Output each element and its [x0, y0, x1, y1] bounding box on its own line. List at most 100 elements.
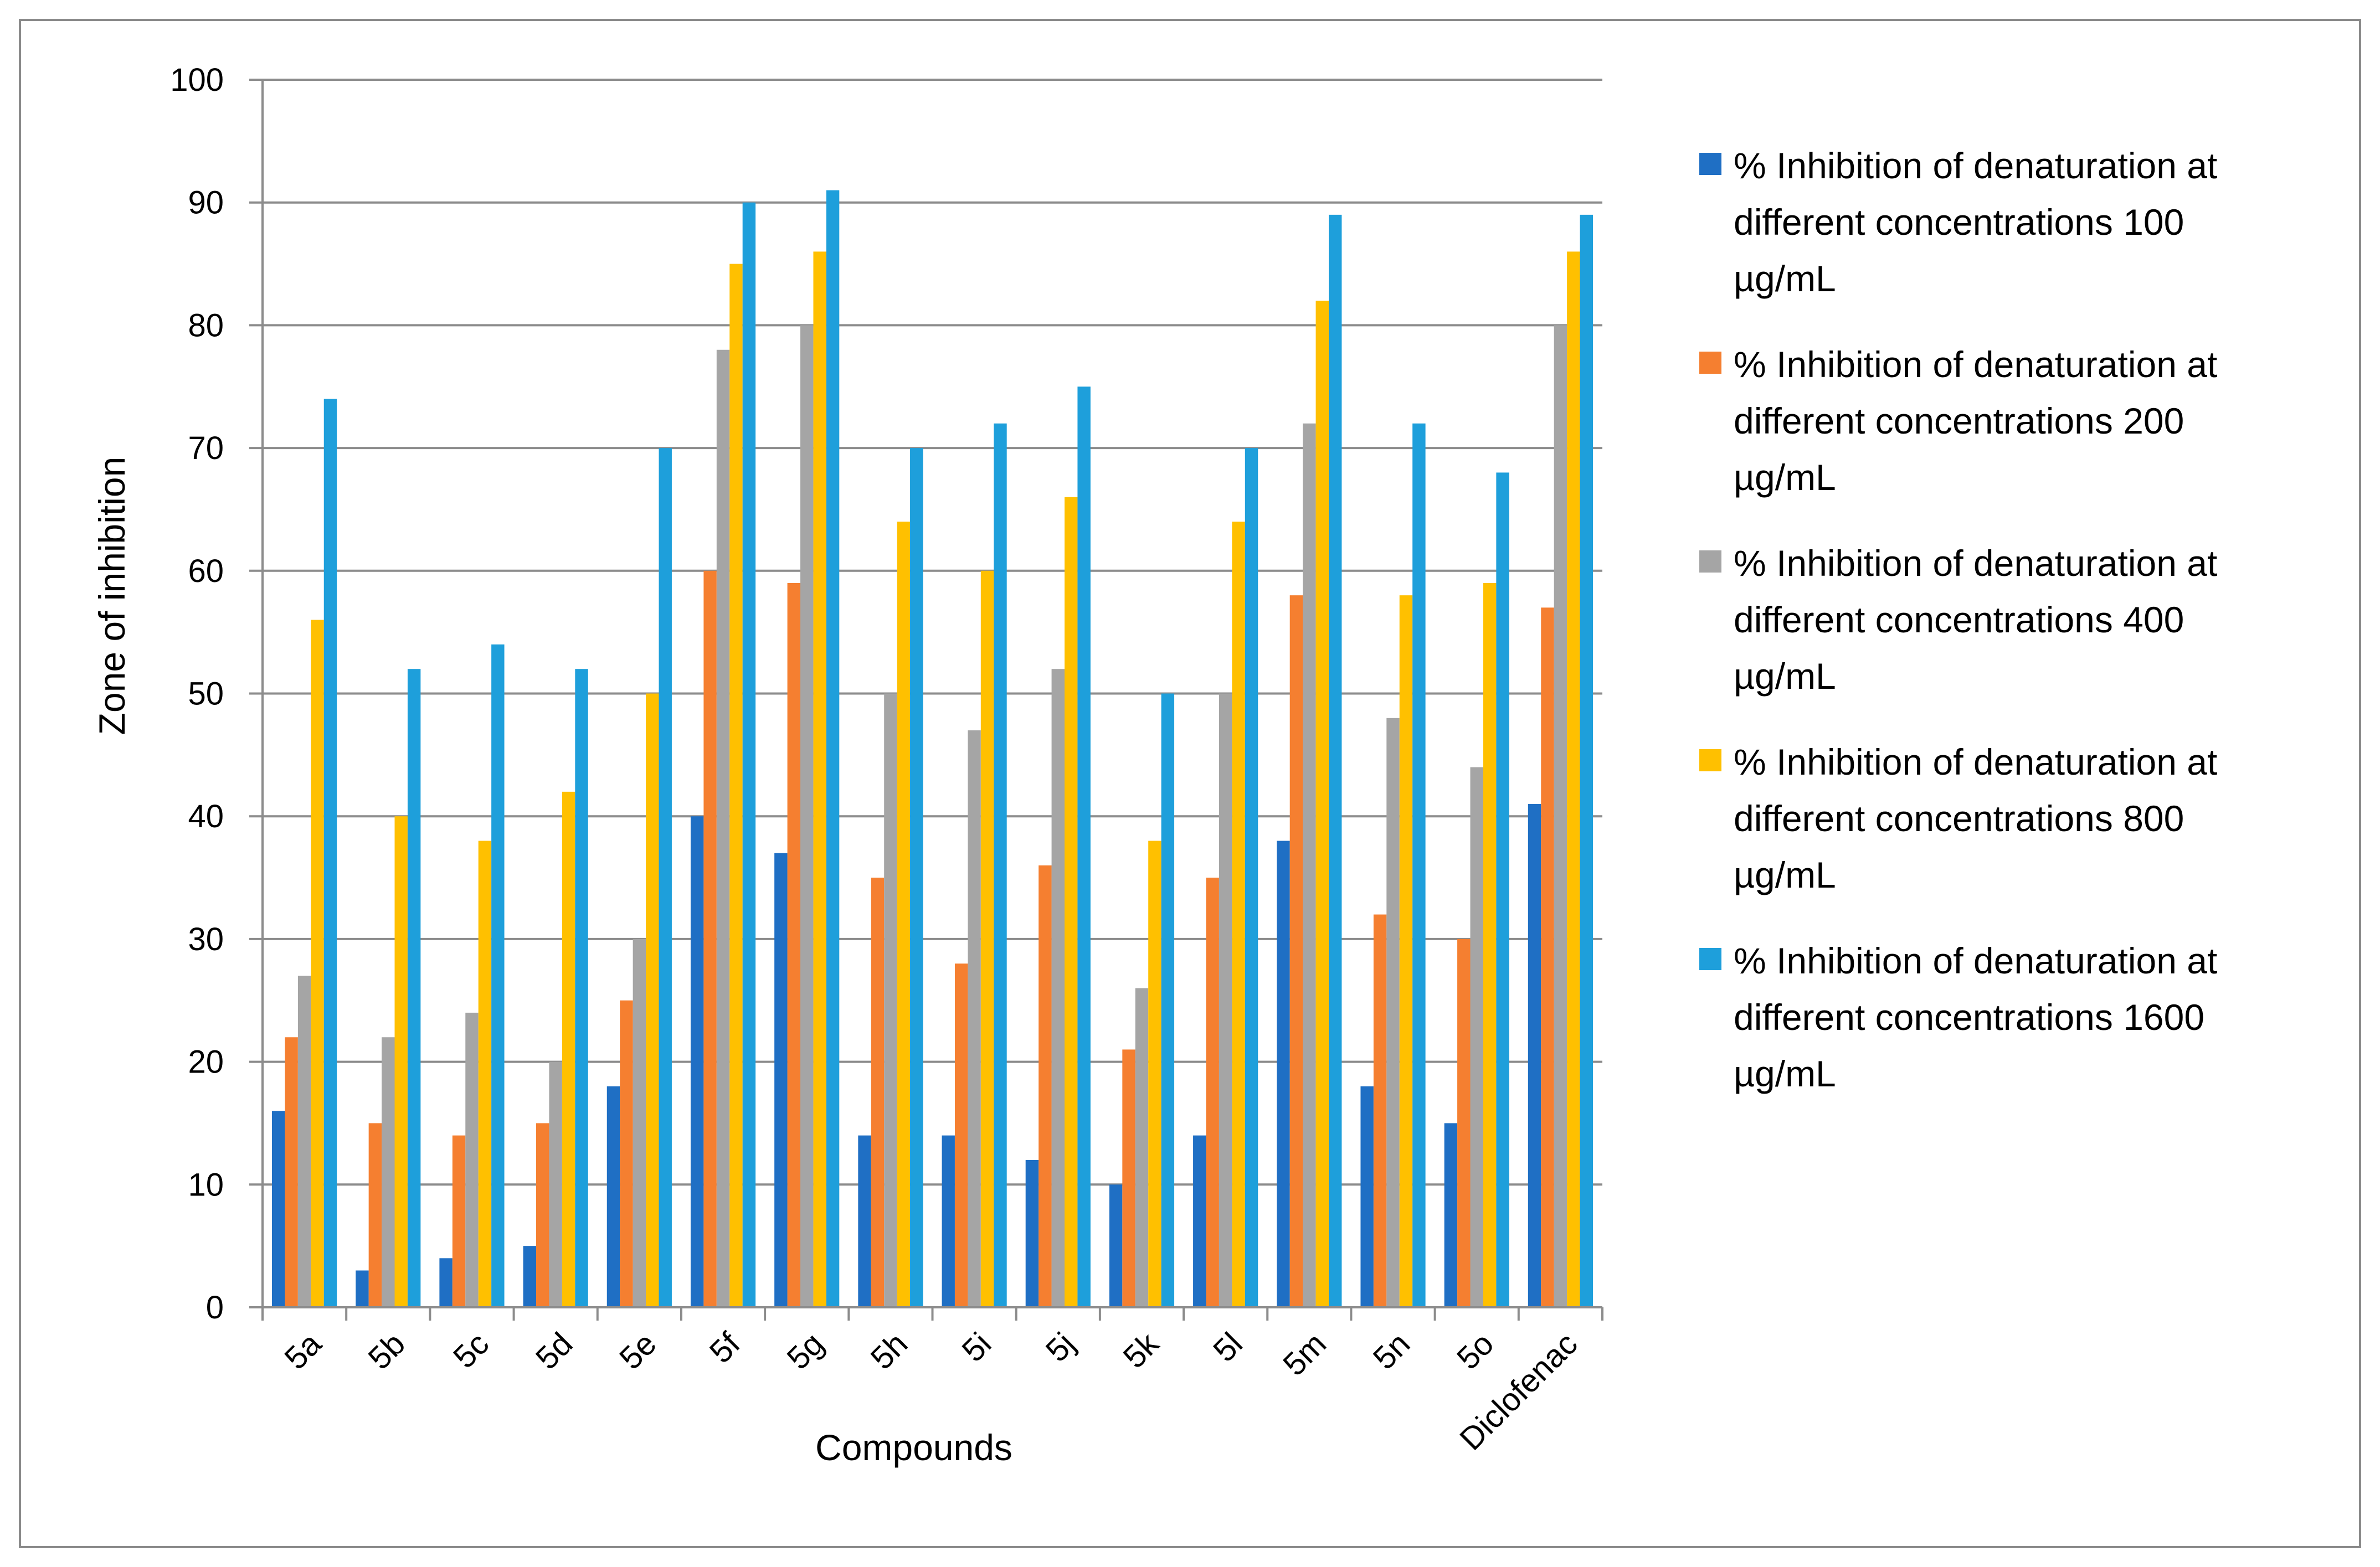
bar-5l-series-5	[1245, 448, 1258, 1307]
bar-5m-series-2	[1289, 595, 1303, 1307]
bar-5o-series-4	[1483, 583, 1497, 1307]
bar-5b-series-4	[394, 816, 408, 1307]
legend-item: % Inhibition of denaturation at different…	[1699, 543, 2217, 697]
y-axis-title: Zone of inhibition	[91, 457, 132, 735]
x-tick-label: 5c	[446, 1326, 496, 1375]
legend-label: µg/mL	[1734, 854, 1836, 895]
y-tick-label: 40	[188, 798, 224, 834]
legend-label: µg/mL	[1734, 258, 1836, 299]
x-tick-label: 5l	[1206, 1326, 1250, 1369]
legend-item: % Inhibition of denaturation at different…	[1699, 741, 2217, 895]
y-tick-label: 100	[170, 62, 224, 98]
bar-5o-series-2	[1457, 939, 1471, 1307]
bar-5o-series-3	[1470, 767, 1483, 1307]
bar-5n-series-4	[1399, 595, 1413, 1307]
y-tick-label: 0	[206, 1290, 224, 1326]
bar-5c-series-3	[465, 1012, 479, 1307]
y-tick-label: 20	[188, 1044, 224, 1080]
y-tick-label: 10	[188, 1167, 224, 1203]
legend-swatch	[1699, 749, 1721, 771]
legend-label: different concentrations 400	[1734, 599, 2184, 640]
x-tick-label: 5b	[361, 1326, 412, 1377]
bar-Diclofenac-series-4	[1567, 251, 1580, 1307]
bar-5i-series-1	[942, 1135, 955, 1307]
bar-5m-series-1	[1277, 841, 1290, 1307]
bar-5i-series-3	[968, 730, 981, 1307]
x-tick-label: 5g	[780, 1326, 831, 1377]
bar-5l-series-2	[1206, 878, 1219, 1307]
bar-5j-series-3	[1051, 669, 1065, 1307]
axes	[249, 79, 1603, 1321]
bar-5g-series-3	[800, 325, 814, 1307]
bar-5d-series-2	[536, 1123, 549, 1307]
bar-5k-series-3	[1135, 988, 1149, 1307]
bar-5e-series-2	[620, 1000, 633, 1307]
bar-5f-series-5	[742, 202, 756, 1308]
bar-5h-series-3	[884, 693, 897, 1307]
bar-5h-series-2	[871, 878, 885, 1307]
legend-label: µg/mL	[1734, 457, 1836, 498]
bar-5b-series-1	[356, 1270, 369, 1307]
y-tick-label: 90	[188, 185, 224, 221]
bar-5a-series-2	[285, 1037, 298, 1307]
x-tick-label: 5o	[1450, 1326, 1501, 1377]
bar-5o-series-5	[1496, 472, 1509, 1308]
bar-5m-series-3	[1303, 423, 1316, 1307]
bar-5a-series-1	[272, 1111, 285, 1307]
bar-5f-series-3	[716, 349, 730, 1307]
bar-5f-series-4	[729, 264, 743, 1307]
bar-5c-series-4	[478, 841, 492, 1307]
bar-5l-series-4	[1232, 522, 1245, 1307]
legend-label: different concentrations 200	[1734, 400, 2184, 441]
legend-label: different concentrations 100	[1734, 202, 2184, 243]
bar-5f-series-1	[690, 816, 704, 1307]
x-tick-label: 5k	[1116, 1326, 1166, 1375]
legend: % Inhibition of denaturation at different…	[1699, 145, 2217, 1094]
legend-label: different concentrations 800	[1734, 798, 2184, 839]
bar-5h-series-4	[897, 522, 911, 1307]
bar-5m-series-5	[1328, 214, 1342, 1307]
x-tick-label: 5f	[703, 1326, 748, 1370]
bar-5e-series-4	[646, 693, 659, 1307]
bar-5c-series-5	[491, 644, 505, 1307]
x-tick-label: 5e	[613, 1326, 664, 1377]
legend-label: µg/mL	[1734, 1053, 1836, 1094]
bar-5k-series-2	[1122, 1049, 1135, 1307]
x-tick-label: 5m	[1276, 1326, 1333, 1383]
bar-Diclofenac-series-5	[1580, 214, 1593, 1307]
legend-label: % Inhibition of denaturation at	[1734, 940, 2217, 981]
bar-5j-series-1	[1025, 1159, 1039, 1307]
bar-5n-series-3	[1386, 718, 1400, 1307]
bars	[272, 190, 1593, 1308]
legend-swatch	[1699, 550, 1721, 573]
bar-5d-series-5	[575, 669, 588, 1307]
bar-Diclofenac-series-1	[1528, 804, 1541, 1307]
bar-5g-series-4	[813, 251, 826, 1307]
legend-swatch	[1699, 352, 1721, 374]
legend-swatch	[1699, 948, 1721, 970]
bar-5j-series-5	[1077, 386, 1091, 1307]
x-tick-label: 5h	[864, 1326, 915, 1377]
legend-label: % Inhibition of denaturation at	[1734, 741, 2217, 782]
bar-5o-series-1	[1444, 1123, 1458, 1307]
x-tick-label: 5i	[955, 1326, 998, 1369]
bar-5n-series-5	[1412, 423, 1426, 1307]
bar-5i-series-2	[954, 963, 968, 1307]
bar-5b-series-3	[382, 1037, 395, 1307]
legend-label: % Inhibition of denaturation at	[1734, 344, 2217, 385]
legend-label: different concentrations 1600	[1734, 997, 2204, 1038]
y-tick-label: 30	[188, 921, 224, 957]
bar-5a-series-3	[297, 976, 311, 1307]
x-tick-label: 5a	[277, 1326, 328, 1377]
bar-5b-series-5	[407, 669, 421, 1307]
bar-5g-series-2	[787, 583, 801, 1307]
bar-5b-series-2	[368, 1123, 382, 1307]
y-tick-label: 70	[188, 430, 224, 466]
bar-5n-series-1	[1360, 1086, 1374, 1307]
x-tick-label: 5j	[1039, 1326, 1082, 1369]
bar-5c-series-2	[452, 1135, 466, 1307]
x-axis-title: Compounds	[815, 1427, 1012, 1468]
x-tick-label: 5n	[1366, 1326, 1417, 1377]
bar-Diclofenac-series-3	[1554, 325, 1567, 1307]
